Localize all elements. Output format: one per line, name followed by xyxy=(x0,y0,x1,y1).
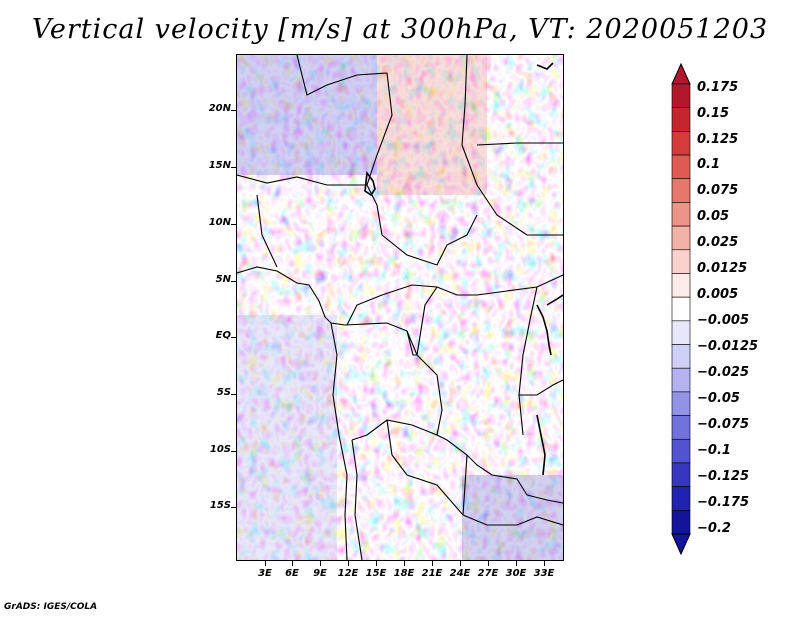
colorbar-label: 0.05 xyxy=(697,209,730,224)
colorbar xyxy=(671,62,691,556)
lon-tick-mark xyxy=(376,561,377,566)
colorbar-cell xyxy=(671,107,691,132)
lon-tick-mark xyxy=(544,561,545,566)
lat-tick-label: 10N xyxy=(208,217,231,228)
colorbar-label: −0.125 xyxy=(697,469,750,484)
colorbar-cell xyxy=(671,391,691,416)
colorbar-cell xyxy=(671,486,691,511)
lon-tick-mark xyxy=(265,561,266,566)
colorbar-cell xyxy=(671,344,691,369)
colorbar-label: 0.005 xyxy=(697,287,739,302)
lat-tick-label: 20N xyxy=(208,103,231,114)
colorbar-cell xyxy=(671,202,691,227)
chart-title: Vertical velocity [m/s] at 300hPa, VT: 2… xyxy=(31,14,769,45)
colorbar-label: 0.0125 xyxy=(697,261,748,276)
lon-tick-label: 33E xyxy=(533,568,555,579)
lat-tick-label: EQ xyxy=(215,330,231,341)
colorbar-label: 0.175 xyxy=(697,80,739,95)
footer-credit: GrADS: IGES/COLA xyxy=(4,602,98,612)
colorbar-top-triangle xyxy=(671,62,691,85)
colorbar-label: −0.05 xyxy=(697,391,740,406)
colorbar-label: 0.125 xyxy=(697,132,739,147)
colorbar-cell xyxy=(671,154,691,180)
lon-tick-mark xyxy=(460,561,461,566)
colorbar-label: 0.15 xyxy=(697,106,730,121)
colorbar-cell xyxy=(671,131,691,156)
lat-tick-mark xyxy=(231,394,236,395)
colorbar-cell xyxy=(671,273,691,298)
colorbar-cell xyxy=(671,296,691,322)
colorbar-label: −0.075 xyxy=(697,417,750,432)
lon-tick-label: 21E xyxy=(421,568,443,579)
colorbar-label: −0.175 xyxy=(697,495,750,510)
lat-tick-label: 15S xyxy=(209,500,231,511)
lon-tick-mark xyxy=(348,561,349,566)
lat-tick-mark xyxy=(231,451,236,452)
velocity-map xyxy=(236,54,564,561)
lon-tick-label: 6E xyxy=(285,568,299,579)
colorbar-cell xyxy=(671,83,691,108)
colorbar-label: −0.1 xyxy=(697,443,731,458)
lat-tick-label: 15N xyxy=(208,160,231,171)
colorbar-bottom-triangle xyxy=(671,533,691,556)
lat-tick-mark xyxy=(231,337,236,338)
lon-tick-label: 30E xyxy=(505,568,527,579)
colorbar-cell xyxy=(671,462,691,487)
lon-tick-mark xyxy=(320,561,321,566)
colorbar-label: −0.0125 xyxy=(697,339,759,354)
lon-tick-label: 9E xyxy=(313,568,327,579)
lon-tick-mark xyxy=(292,561,293,566)
colorbar-cell xyxy=(671,438,691,464)
colorbar-cell xyxy=(671,510,691,535)
colorbar-cell xyxy=(671,367,691,393)
colorbar-label: 0.075 xyxy=(697,183,739,198)
lon-tick-mark xyxy=(516,561,517,566)
lon-tick-mark xyxy=(488,561,489,566)
lat-tick-label: 5S xyxy=(216,387,231,398)
colorbar-cell xyxy=(671,178,691,203)
lon-tick-label: 24E xyxy=(449,568,471,579)
colorbar-cell xyxy=(671,225,691,251)
lon-tick-label: 15E xyxy=(365,568,387,579)
colorbar-label: −0.025 xyxy=(697,365,750,380)
colorbar-label: 0.1 xyxy=(697,157,721,172)
colorbar-label: −0.005 xyxy=(697,313,750,328)
lon-tick-label: 3E xyxy=(258,568,272,579)
lon-tick-mark xyxy=(432,561,433,566)
colorbar-cell xyxy=(671,320,691,345)
lon-tick-mark xyxy=(404,561,405,566)
lat-tick-mark xyxy=(231,507,236,508)
lon-tick-label: 18E xyxy=(393,568,415,579)
colorbar-cell xyxy=(671,415,691,440)
lon-tick-label: 12E xyxy=(337,568,359,579)
colorbar-label: −0.2 xyxy=(697,521,731,536)
lat-tick-mark xyxy=(231,281,236,282)
lat-tick-mark xyxy=(231,167,236,168)
lat-tick-mark xyxy=(231,110,236,111)
colorbar-label: 0.025 xyxy=(697,235,739,250)
lat-tick-mark xyxy=(231,224,236,225)
lat-tick-label: 10S xyxy=(209,444,231,455)
lat-tick-label: 5N xyxy=(215,274,231,285)
colorbar-cell xyxy=(671,249,691,274)
lon-tick-label: 27E xyxy=(477,568,499,579)
